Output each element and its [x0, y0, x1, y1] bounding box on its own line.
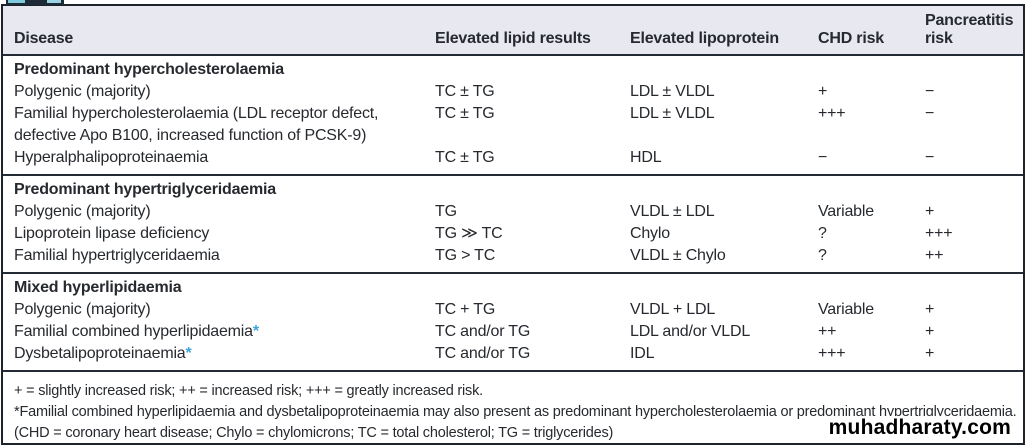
cell-lipid: TG	[435, 203, 457, 220]
cell-lipoprotein: Chylo	[630, 225, 670, 242]
remnant-highlight-left	[8, 0, 25, 3]
cell-chd: +	[818, 83, 828, 100]
footnote-abbreviations: (CHD = coronary heart disease; Chylo = c…	[14, 425, 614, 441]
cell-disease: Hyperalphalipoproteinaemia	[14, 149, 209, 166]
column-header-elevated-lipoprotein: Elevated lipoprotein	[630, 30, 779, 47]
section-header: Predominant hypercholesterolaemia	[14, 61, 284, 78]
footnote-risk-legend: + = slightly increased risk; ++ = increa…	[14, 383, 483, 399]
table-row: Hyperalphalipoproteinaemia TC ± TG HDL − −	[14, 147, 1023, 169]
cell-lipid: TC ± TG	[435, 105, 495, 122]
table-row: Polygenic (majority) TC ± TG LDL ± VLDL + −	[14, 81, 1023, 103]
cell-pancreatitis: +	[925, 301, 935, 318]
footnote-asterisk-note: *Familial combined hyperlipidaemia and d…	[14, 404, 1017, 420]
lipid-disorders-table: Disease Elevated lipid results Elevated …	[1, 4, 1025, 445]
table-row: Polygenic (majority) TG VLDL ± LDL Variable…	[14, 201, 1023, 223]
cell-pancreatitis: +++	[925, 225, 953, 242]
column-header-elevated-lipid-results: Elevated lipid results	[435, 30, 591, 47]
cell-pancreatitis: +	[925, 345, 935, 362]
cell-lipoprotein: VLDL ± LDL	[630, 203, 715, 220]
table-body: Predominant hypercholesterolaemia Polygen…	[3, 56, 1023, 370]
remnant-highlight-right	[47, 0, 61, 3]
table-row: Familial hypercholesterolaemia (LDL rece…	[14, 103, 1023, 147]
cell-pancreatitis: −	[925, 105, 935, 122]
table-row: Familial combined hyperlipidaemia* TC and…	[14, 321, 1023, 343]
table-section: Mixed hyperlipidaemia Polygenic (majority…	[3, 272, 1023, 370]
cell-pancreatitis: ++	[925, 247, 944, 264]
table-header-row: Disease Elevated lipid results Elevated …	[3, 6, 1023, 56]
footnote-asterisk: *	[252, 323, 259, 340]
column-header-disease: Disease	[14, 30, 74, 47]
cell-lipid: TC and/or TG	[435, 323, 531, 340]
column-header-pancreatitis-risk: Pancreatitis risk	[925, 12, 1014, 47]
section-header: Mixed hyperlipidaemia	[14, 279, 182, 296]
cell-lipoprotein: IDL	[630, 345, 655, 362]
table-section: Predominant hypertriglyceridaemia Polygen…	[3, 174, 1023, 272]
cell-disease: Dysbetalipoproteinaemia*	[14, 345, 192, 362]
cell-chd: Variable	[818, 203, 874, 220]
cell-chd: ?	[818, 225, 827, 242]
cell-lipid: TC and/or TG	[435, 345, 531, 362]
cell-lipid: TC ± TG	[435, 83, 495, 100]
section-header: Predominant hypertriglyceridaemia	[14, 181, 276, 198]
cell-disease: Polygenic (majority)	[14, 83, 151, 100]
cell-chd: Variable	[818, 301, 874, 318]
watermark-text: muhadharaty.com	[822, 416, 1011, 440]
cell-chd: +++	[818, 105, 846, 122]
cell-lipoprotein: VLDL ± Chylo	[630, 247, 726, 264]
table-row: Dysbetalipoproteinaemia* TC and/or TG IDL +…	[14, 343, 1023, 365]
column-header-chd-risk: CHD risk	[818, 30, 884, 47]
cell-lipoprotein: LDL ± VLDL	[630, 83, 715, 100]
cell-chd: ?	[818, 247, 827, 264]
table-row: Polygenic (majority) TC + TG VLDL + LDL Var…	[14, 299, 1023, 321]
cell-chd: +++	[818, 345, 846, 362]
table-section: Predominant hypercholesterolaemia Polygen…	[3, 56, 1023, 174]
cell-disease: Lipoprotein lipase deficiency	[14, 225, 210, 242]
cell-lipoprotein: VLDL + LDL	[630, 301, 716, 318]
cell-disease: Familial hypercholesterolaemia (LDL rece…	[14, 105, 379, 144]
cell-lipid: TC ± TG	[435, 149, 495, 166]
cell-pancreatitis: +	[925, 323, 935, 340]
cell-lipoprotein: LDL and/or VLDL	[630, 323, 751, 340]
table-footnotes: + = slightly increased risk; ++ = increa…	[3, 370, 1023, 444]
cell-chd: ++	[818, 323, 837, 340]
cell-pancreatitis: +	[925, 203, 935, 220]
footnote-asterisk: *	[185, 345, 192, 362]
cell-pancreatitis: −	[925, 149, 935, 166]
cell-chd: −	[818, 149, 828, 166]
cell-lipoprotein: LDL ± VLDL	[630, 105, 715, 122]
top-edge-remnant	[6, 0, 64, 5]
cell-disease: Familial hypertriglyceridaemia	[14, 247, 220, 264]
cell-disease: Polygenic (majority)	[14, 203, 151, 220]
cell-lipid: TG > TC	[435, 247, 496, 264]
cell-disease: Polygenic (majority)	[14, 301, 151, 318]
cell-pancreatitis: −	[925, 83, 935, 100]
cell-lipoprotein: HDL	[630, 149, 662, 166]
cell-disease: Familial combined hyperlipidaemia*	[14, 323, 259, 340]
cell-lipid: TG ≫ TC	[435, 225, 503, 242]
table-row: Lipoprotein lipase deficiency TG ≫ TC Chyl…	[14, 223, 1023, 245]
cell-lipid: TC + TG	[435, 301, 496, 318]
table-row: Familial hypertriglyceridaemia TG > TC VLD…	[14, 245, 1023, 267]
